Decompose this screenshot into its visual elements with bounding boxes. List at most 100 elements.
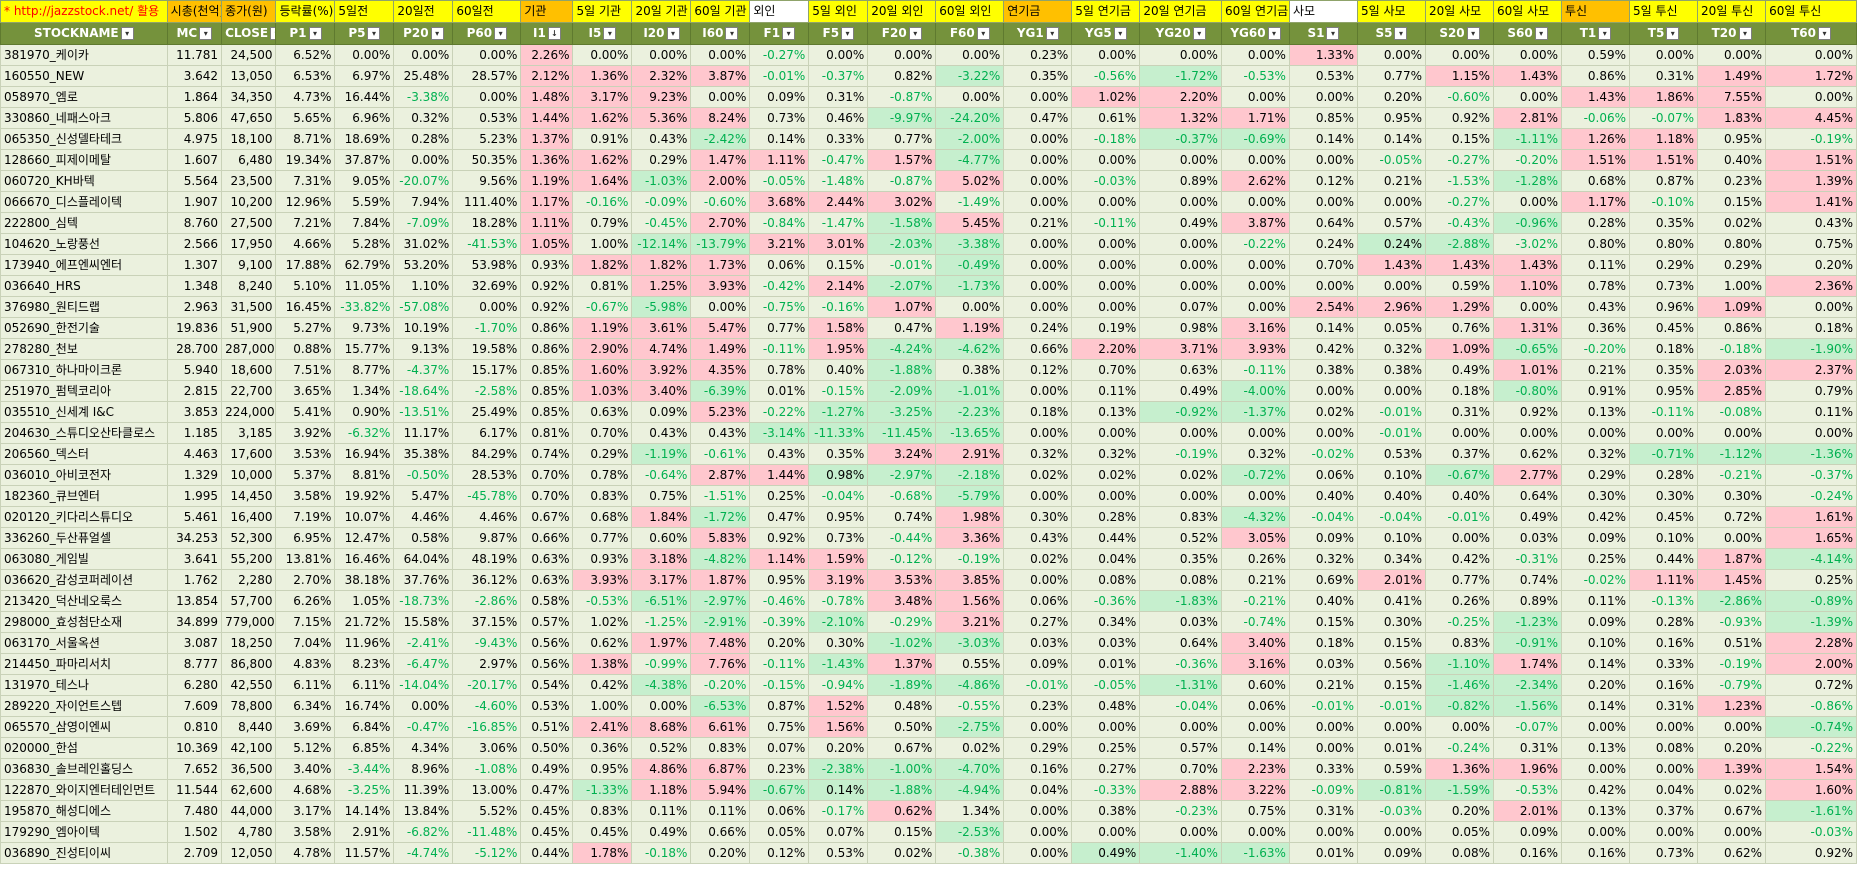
stock-name-cell[interactable]: 128660_피제이메탈	[0, 149, 168, 171]
cell-yg5[interactable]: -0.56%	[1071, 65, 1141, 87]
cell-s5[interactable]: 0.00%	[1356, 380, 1426, 402]
cell-s20[interactable]: -0.27%	[1424, 191, 1495, 213]
stock-name-cell[interactable]: 182360_큐브엔터	[0, 485, 168, 507]
cell-yg60[interactable]: 0.00%	[1220, 254, 1290, 276]
cell-i60[interactable]: -2.91%	[690, 611, 751, 633]
cell-p20[interactable]: 1.10%	[393, 275, 454, 297]
cell-f60[interactable]: -3.03%	[935, 632, 1005, 654]
cell-s60[interactable]: -0.20%	[1492, 149, 1563, 171]
cell-yg1[interactable]: 0.00%	[1003, 170, 1073, 192]
cell-s20[interactable]: 0.15%	[1424, 128, 1495, 150]
cell-i5[interactable]: 0.62%	[572, 632, 633, 654]
column-header-p5[interactable]: P5 ▾	[334, 22, 395, 45]
cell-yg20[interactable]: 0.00%	[1139, 233, 1222, 255]
cell-t5[interactable]: 0.00%	[1629, 422, 1699, 444]
cell-t20[interactable]: 1.23%	[1697, 695, 1767, 717]
stock-name-cell[interactable]: 336260_두산퓨얼셀	[0, 527, 168, 549]
cell-f1[interactable]: 0.14%	[749, 128, 810, 150]
cell-yg20[interactable]: 0.89%	[1139, 170, 1222, 192]
column-header-yg5[interactable]: YG5 ▾	[1071, 22, 1141, 45]
cell-yg1[interactable]: 0.32%	[1003, 443, 1073, 465]
cell-p20[interactable]: -2.41%	[393, 632, 454, 654]
cell-s5[interactable]: 0.00%	[1356, 821, 1426, 843]
cell-f5[interactable]: -1.48%	[808, 170, 869, 192]
cell-s20[interactable]: -2.88%	[1424, 233, 1495, 255]
cell-yg5[interactable]: 0.00%	[1071, 422, 1141, 444]
cell-t1[interactable]: 1.17%	[1561, 191, 1631, 213]
cell-f60[interactable]: 2.91%	[935, 443, 1005, 465]
cell-f20[interactable]: -0.44%	[867, 527, 937, 549]
cell-f5[interactable]: 0.40%	[808, 359, 869, 381]
cell-yg60[interactable]: 0.00%	[1220, 485, 1290, 507]
cell-p20[interactable]: -0.47%	[393, 716, 454, 738]
cell-p60[interactable]: -5.12%	[452, 842, 522, 864]
cell-yg60[interactable]: 0.00%	[1220, 86, 1290, 108]
cell-yg20[interactable]: 0.98%	[1139, 317, 1222, 339]
cell-yg5[interactable]: 0.03%	[1071, 632, 1141, 654]
cell-close[interactable]: 52,300	[221, 527, 277, 549]
cell-yg60[interactable]: 0.75%	[1220, 800, 1290, 822]
cell-yg1[interactable]: 0.09%	[1003, 653, 1073, 675]
dropdown-arrow-icon[interactable]: ▾	[782, 27, 796, 40]
cell-close[interactable]: 18,600	[221, 359, 277, 381]
cell-f60[interactable]: 0.55%	[935, 653, 1005, 675]
cell-yg5[interactable]: 0.25%	[1071, 737, 1141, 759]
cell-yg20[interactable]: 0.70%	[1139, 758, 1222, 780]
cell-f1[interactable]: -0.11%	[749, 653, 810, 675]
cell-s1[interactable]: 0.12%	[1288, 170, 1358, 192]
cell-s60[interactable]: 0.64%	[1492, 485, 1563, 507]
cell-p60[interactable]: -16.85%	[452, 716, 522, 738]
cell-yg60[interactable]: 0.60%	[1220, 674, 1290, 696]
cell-i1[interactable]: 0.86%	[520, 338, 574, 360]
cell-f5[interactable]: -11.33%	[808, 422, 869, 444]
cell-f5[interactable]: -1.43%	[808, 653, 869, 675]
cell-s20[interactable]: 0.05%	[1424, 821, 1495, 843]
cell-f20[interactable]: -9.97%	[867, 107, 937, 129]
cell-f60[interactable]: 5.02%	[935, 170, 1005, 192]
cell-t60[interactable]: 0.72%	[1765, 674, 1857, 696]
cell-t1[interactable]: 0.29%	[1561, 464, 1631, 486]
cell-s20[interactable]: 1.29%	[1424, 296, 1495, 318]
cell-i5[interactable]: 0.63%	[572, 401, 633, 423]
cell-close[interactable]: 4,780	[221, 821, 277, 843]
cell-yg1[interactable]: 0.00%	[1003, 716, 1073, 738]
cell-i20[interactable]: 0.00%	[631, 695, 692, 717]
cell-f20[interactable]: -3.25%	[867, 401, 937, 423]
cell-f20[interactable]: -1.89%	[867, 674, 937, 696]
cell-t5[interactable]: 0.45%	[1629, 506, 1699, 528]
cell-t60[interactable]: 0.00%	[1765, 44, 1857, 66]
cell-f1[interactable]: 1.14%	[749, 548, 810, 570]
cell-p5[interactable]: 8.77%	[334, 359, 395, 381]
cell-close[interactable]: 12,050	[221, 842, 277, 864]
cell-f1[interactable]: -0.01%	[749, 65, 810, 87]
cell-f60[interactable]: -2.53%	[935, 821, 1005, 843]
cell-i20[interactable]: -1.19%	[631, 443, 692, 465]
cell-i5[interactable]: 0.83%	[572, 485, 633, 507]
cell-t60[interactable]: 1.72%	[1765, 65, 1857, 87]
cell-f60[interactable]: -0.19%	[935, 548, 1005, 570]
cell-t1[interactable]: 0.09%	[1561, 527, 1631, 549]
cell-s60[interactable]: 1.31%	[1492, 317, 1563, 339]
cell-mc[interactable]: 1.307	[166, 254, 223, 276]
column-header-t1[interactable]: T1 ▾	[1561, 22, 1631, 45]
cell-p20[interactable]: -13.51%	[393, 401, 454, 423]
cell-p20[interactable]: -14.04%	[393, 674, 454, 696]
cell-t1[interactable]: 0.68%	[1561, 170, 1631, 192]
cell-yg60[interactable]: 3.93%	[1220, 338, 1290, 360]
cell-yg20[interactable]: -1.72%	[1139, 65, 1222, 87]
cell-i20[interactable]: 0.11%	[631, 800, 692, 822]
cell-t1[interactable]: 0.13%	[1561, 737, 1631, 759]
cell-f20[interactable]: -11.45%	[867, 422, 937, 444]
cell-p1[interactable]: 3.92%	[275, 422, 336, 444]
cell-f20[interactable]: 3.48%	[867, 590, 937, 612]
cell-f5[interactable]: -1.47%	[808, 212, 869, 234]
cell-s1[interactable]: 0.18%	[1288, 632, 1358, 654]
cell-close[interactable]: 9,100	[221, 254, 277, 276]
cell-p1[interactable]: 6.26%	[275, 590, 336, 612]
cell-t5[interactable]: 0.73%	[1629, 842, 1699, 864]
cell-i20[interactable]: 3.92%	[631, 359, 692, 381]
cell-yg60[interactable]: -0.74%	[1220, 611, 1290, 633]
cell-t5[interactable]: 0.44%	[1629, 548, 1699, 570]
cell-f1[interactable]: 0.47%	[749, 506, 810, 528]
cell-yg5[interactable]: 0.61%	[1071, 107, 1141, 129]
